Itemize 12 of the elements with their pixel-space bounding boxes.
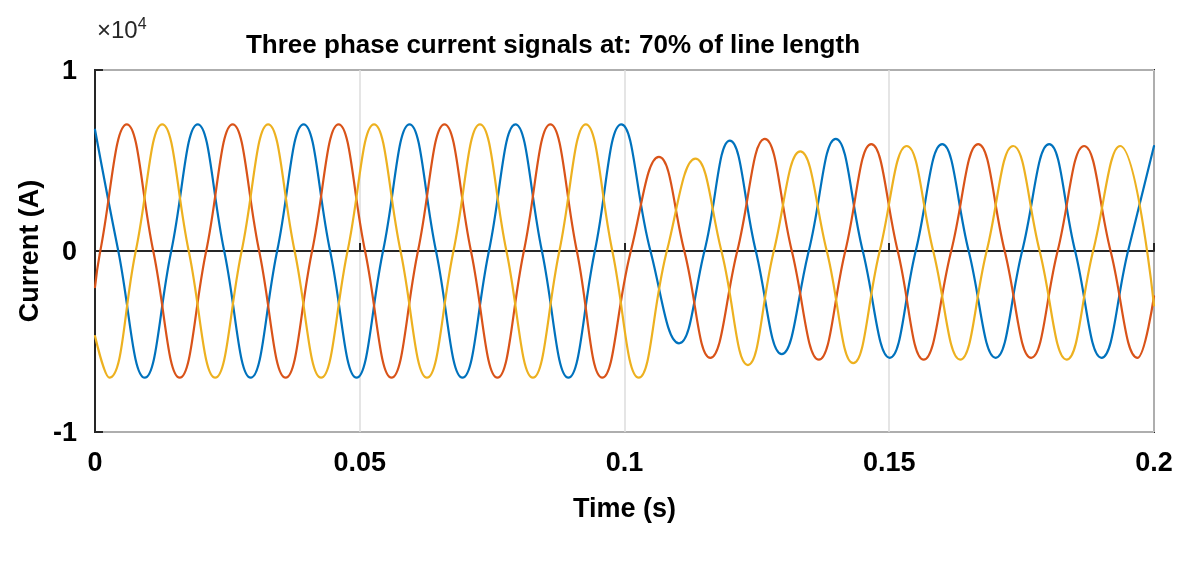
x-tick-label: 0.15 xyxy=(862,446,916,477)
chart-title: Three phase current signals at: 70% of line length xyxy=(245,29,861,59)
x-axis-title: Time (s) xyxy=(572,492,677,523)
x-tick-label: 0 xyxy=(87,446,103,477)
line-series xyxy=(93,123,1156,379)
y-tick-label: 1 xyxy=(61,55,77,85)
x-tick-label: 0.2 xyxy=(1135,446,1173,477)
y-tick-label: -1 xyxy=(52,417,77,447)
x-tick-label: 0.1 xyxy=(605,446,644,477)
y-axis-title: Current (A) xyxy=(13,179,44,323)
x-tick-label: 0.05 xyxy=(333,446,387,477)
y-tick-label: 0 xyxy=(61,236,77,266)
